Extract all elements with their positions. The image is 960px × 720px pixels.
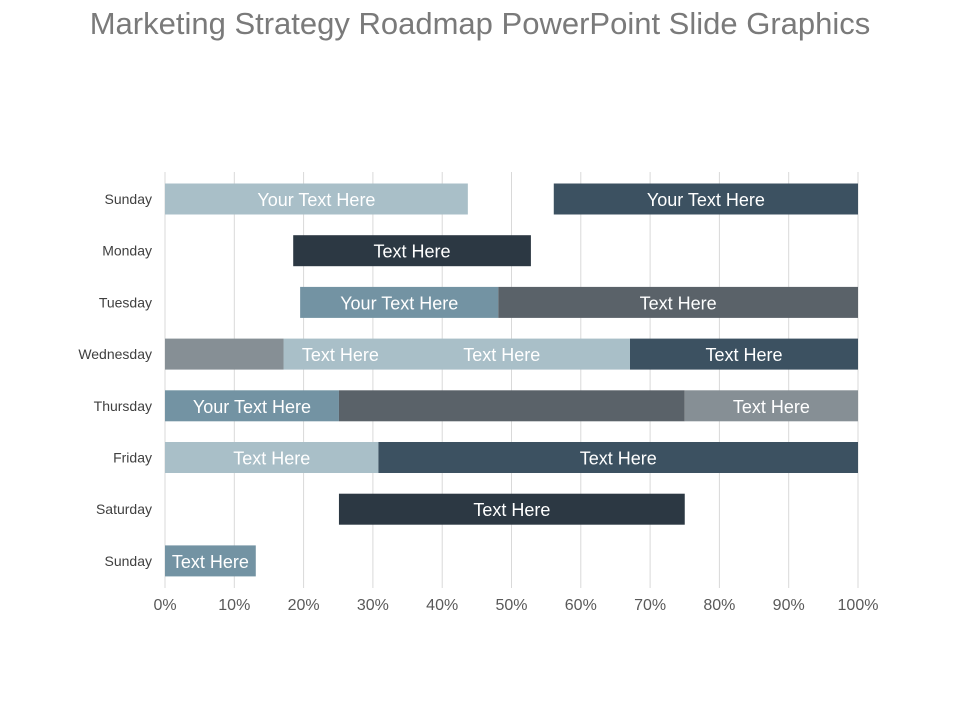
slide-title: Marketing Strategy Roadmap PowerPoint Sl…	[89, 6, 871, 41]
bar-segment	[165, 442, 379, 473]
category-label: Saturday	[96, 501, 152, 517]
bar-segment	[165, 183, 468, 215]
bar-label: Text Here	[374, 242, 451, 262]
bar-label: Your Text Here	[257, 190, 375, 210]
bar-segment	[300, 286, 499, 318]
bar-label: Your Text Here	[340, 293, 458, 313]
category-label: Thursday	[94, 398, 152, 414]
value-axis: 0% 10% 20% 30% 40% 50% 60% 70% 80% 90% 100%	[153, 597, 878, 614]
bar-label: Text Here	[705, 345, 782, 365]
bar-label: Text Here	[733, 397, 810, 417]
bar-segment	[165, 390, 339, 422]
bar-label: Text Here	[172, 552, 249, 572]
bar-label: Text Here	[233, 449, 310, 469]
category-axis: Sunday Monday Tuesday Wednesday Thursday Frid…	[78, 191, 152, 569]
bar-segment	[378, 442, 858, 473]
bar-label: Text Here	[640, 293, 717, 313]
bar-label: Text Here	[463, 345, 540, 365]
x-tick-label: 20%	[288, 597, 320, 614]
x-tick-label: 60%	[565, 597, 597, 614]
category-label: Friday	[113, 450, 152, 466]
bar-labels: Your Text Here Your Text Here Text Here You…	[172, 190, 810, 572]
category-label: Wednesday	[78, 346, 152, 362]
bar-label: Text Here	[580, 449, 657, 469]
x-tick-label: 30%	[357, 597, 389, 614]
x-tick-label: 90%	[773, 597, 805, 614]
bar-segment	[293, 235, 531, 267]
bar-segment	[283, 338, 631, 370]
category-label: Tuesday	[99, 294, 152, 310]
x-tick-label: 100%	[838, 597, 879, 614]
category-label: Sunday	[105, 553, 152, 569]
x-tick-label: 0%	[153, 597, 176, 614]
x-tick-label: 10%	[218, 597, 250, 614]
bar-segment	[684, 390, 858, 422]
x-tick-label: 70%	[634, 597, 666, 614]
bar-label: Text Here	[302, 345, 379, 365]
bar-segment	[338, 390, 685, 422]
bars	[165, 183, 858, 577]
bar-segment	[165, 545, 256, 577]
bar-segment	[338, 493, 685, 525]
bar-segment	[553, 183, 858, 215]
gridlines	[164, 172, 859, 588]
bar-segment	[498, 286, 858, 318]
x-tick-label: 80%	[703, 597, 735, 614]
bar-label: Your Text Here	[193, 397, 311, 417]
x-tick-label: 50%	[495, 597, 527, 614]
category-label: Sunday	[105, 191, 152, 207]
bar-segment	[165, 338, 284, 370]
bar-label: Text Here	[473, 500, 550, 520]
category-label: Monday	[102, 243, 152, 259]
x-tick-label: 40%	[426, 597, 458, 614]
bar-label: Your Text Here	[647, 190, 765, 210]
bar-segment	[630, 338, 858, 370]
